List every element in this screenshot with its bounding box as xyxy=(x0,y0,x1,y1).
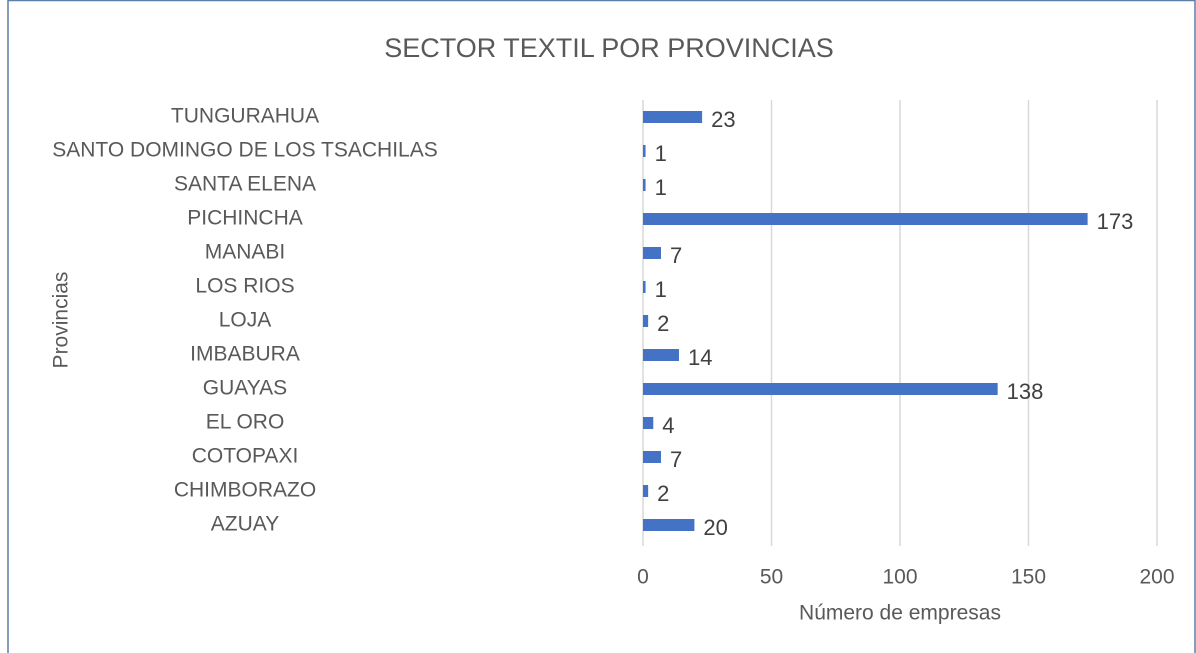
value-label: 138 xyxy=(1007,379,1044,404)
value-label: 7 xyxy=(670,447,682,472)
bar xyxy=(643,451,661,463)
value-label: 14 xyxy=(688,345,712,370)
x-tick-label: 200 xyxy=(1139,566,1174,589)
y-tick-label: GUAYAS xyxy=(203,377,287,400)
bar xyxy=(643,179,646,191)
bar xyxy=(643,145,646,157)
x-tick-label: 150 xyxy=(1011,566,1046,589)
y-tick-label: LOS RIOS xyxy=(195,275,294,298)
y-tick-label: MANABI xyxy=(205,241,286,264)
y-tick-label: COTOPAXI xyxy=(192,445,299,468)
chart-title: SECTOR TEXTIL POR PROVINCIAS xyxy=(384,33,834,63)
value-label: 173 xyxy=(1097,209,1134,234)
value-label: 23 xyxy=(711,107,735,132)
value-label: 1 xyxy=(655,277,667,302)
y-tick-label: TUNGURAHUA xyxy=(171,105,319,128)
y-tick-label: SANTA ELENA xyxy=(174,173,316,196)
value-label: 20 xyxy=(703,515,727,540)
bar xyxy=(643,213,1088,225)
x-tick-label: 100 xyxy=(882,566,917,589)
x-axis-label: Número de empresas xyxy=(799,602,1001,625)
bar xyxy=(643,349,679,361)
x-tick-label: 50 xyxy=(760,566,783,589)
bar xyxy=(643,519,695,531)
value-label: 4 xyxy=(662,413,674,438)
value-label: 1 xyxy=(655,175,667,200)
value-label: 2 xyxy=(657,481,669,506)
y-tick-label: AZUAY xyxy=(211,513,279,536)
y-axis-label: Provincias xyxy=(50,272,73,369)
bar xyxy=(643,111,703,123)
bar xyxy=(643,247,661,259)
x-tick-label: 0 xyxy=(637,566,649,589)
bar xyxy=(643,315,649,327)
y-tick-label: SANTO DOMINGO DE LOS TSACHILAS xyxy=(52,139,437,162)
value-label: 2 xyxy=(657,311,669,336)
y-tick-label: IMBABURA xyxy=(190,343,300,366)
bar xyxy=(643,417,654,429)
bar xyxy=(643,383,998,395)
y-tick-label: LOJA xyxy=(219,309,272,332)
bar xyxy=(643,485,649,497)
bar xyxy=(643,281,646,293)
y-tick-label: EL ORO xyxy=(206,411,285,434)
y-tick-label: CHIMBORAZO xyxy=(174,479,316,502)
value-label: 7 xyxy=(670,243,682,268)
y-tick-label: PICHINCHA xyxy=(187,207,303,230)
chart-frame xyxy=(7,0,1196,653)
value-label: 1 xyxy=(655,141,667,166)
